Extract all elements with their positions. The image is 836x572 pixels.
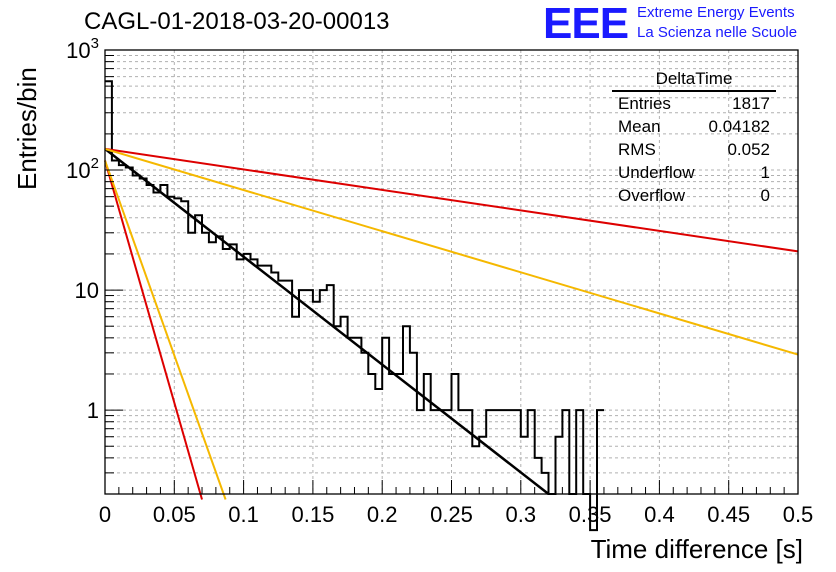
stats-box: DeltaTime Entries 1817 Mean 0.04182 RMS 0.0… (612, 68, 776, 207)
eee-logo: EEE (543, 0, 629, 48)
stats-label: Entries (618, 94, 671, 113)
axis-ticks-layer: 0 0.05 0.1 0.15 0.2 0.25 0.3 0.35 0.4 0.45 0.51101… (66, 35, 813, 527)
stats-row: RMS 0.052 (612, 138, 776, 161)
x-tick-label: 0.05 (153, 502, 196, 527)
y-tick-label: 1 (87, 398, 99, 423)
x-tick-label: 0.3 (506, 502, 537, 527)
x-tick-label: 0.4 (644, 502, 675, 527)
logo-line2: La Scienza nelle Scuole (637, 24, 798, 41)
x-tick-label: 0.45 (707, 502, 750, 527)
y-tick-label: 10 (75, 278, 99, 303)
stats-value: 1 (760, 163, 770, 182)
fit-line-orange (104, 147, 799, 356)
stats-row: Entries 1817 (612, 92, 776, 115)
fit-line-black (104, 147, 550, 495)
stats-title: DeltaTime (612, 68, 776, 92)
stats-label: Underflow (618, 163, 695, 182)
chart-title: CAGL-01-2018-03-20-00013 (84, 8, 390, 35)
x-tick-label: 0.1 (228, 502, 259, 527)
x-tick-label: 0.25 (430, 502, 473, 527)
y-tick-label: 102 (66, 155, 99, 183)
x-tick-label: 0.5 (783, 502, 814, 527)
stats-row: Overflow 0 (612, 184, 776, 207)
chart-grid (105, 50, 798, 494)
x-tick-label: 0.2 (367, 502, 398, 527)
fit-line-red (104, 160, 203, 500)
x-axis-label: Time difference [s] (590, 534, 803, 564)
histogram-outline (105, 80, 604, 532)
histogram-layer (105, 80, 604, 532)
y-axis-label: Entries/bin (12, 67, 42, 190)
stats-label: Mean (618, 117, 661, 136)
fit-line-orange (104, 160, 227, 500)
x-tick-label: 0 (99, 502, 111, 527)
stats-label: Overflow (618, 186, 686, 205)
stats-value: 0.052 (727, 140, 770, 159)
stats-value: 1817 (732, 94, 770, 113)
stats-value: 0.04182 (708, 117, 770, 136)
stats-value: 0 (760, 186, 770, 205)
logo-line1: Extreme Energy Events (637, 4, 795, 21)
fit-line-red (104, 147, 799, 253)
x-tick-label: 0.35 (569, 502, 612, 527)
fit-curves-layer (104, 147, 799, 500)
y-tick-label: 103 (66, 35, 99, 63)
x-tick-label: 0.15 (291, 502, 334, 527)
stats-row: Mean 0.04182 (612, 115, 776, 138)
stats-row: Underflow 1 (612, 161, 776, 184)
stats-label: RMS (618, 140, 656, 159)
